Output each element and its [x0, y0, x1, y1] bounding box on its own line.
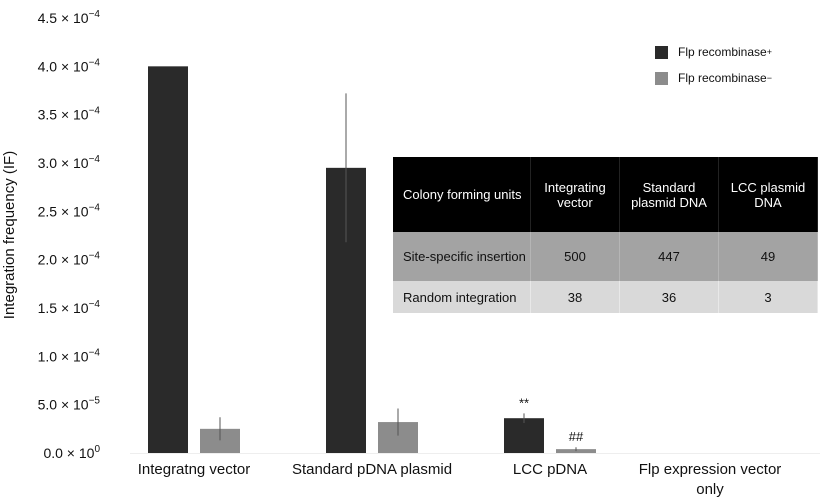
table-row: Site-specific insertion 500 447 49: [393, 232, 818, 281]
y-tick-label: 1.5 × 10−4: [38, 299, 101, 316]
y-axis-label: Integration frequency (IF): [1, 151, 18, 319]
legend-label: Flp recombinase: [678, 71, 767, 85]
table-cell: 447: [619, 232, 719, 281]
table-cell: 36: [619, 281, 719, 313]
legend-item-flp-minus: Flp recombinase −: [655, 71, 772, 85]
significance-label: **: [519, 395, 529, 410]
table-header: Standard plasmid DNA: [619, 157, 719, 232]
y-tick-label: 5.0 × 10−5: [38, 396, 101, 413]
y-tick-label: 1.0 × 10−4: [38, 347, 101, 364]
x-category-label: Flp expression vector: [639, 461, 782, 478]
y-tick-label: 2.0 × 10−4: [38, 251, 101, 268]
y-tick-label: 3.0 × 10−4: [38, 154, 101, 171]
table-header: Colony forming units: [393, 157, 531, 232]
table-header-row: Colony forming units Integrating vector …: [393, 157, 818, 232]
legend-sup: +: [766, 47, 772, 57]
bar-plus: [148, 66, 188, 453]
bar-plus: [504, 418, 544, 453]
x-category-label: LCC pDNA: [513, 461, 587, 478]
legend-swatch: [655, 45, 668, 59]
y-tick-label: 0.0 × 100: [43, 444, 100, 461]
y-tick-label: 4.0 × 10−4: [38, 57, 101, 74]
y-tick-label: 3.5 × 10−4: [38, 106, 101, 123]
table-cell: 38: [530, 281, 620, 313]
cfu-table: Colony forming units Integrating vector …: [393, 157, 818, 313]
table-cell: 3: [718, 281, 818, 313]
legend-item-flp-plus: Flp recombinase +: [655, 45, 772, 59]
x-category-label: Integratng vector: [138, 461, 251, 478]
table-cell: Random integration: [393, 281, 531, 313]
table-header: LCC plasmid DNA: [718, 157, 818, 232]
table-cell: Site-specific insertion: [393, 232, 531, 281]
table-header: Integrating vector: [530, 157, 620, 232]
table-cell: 49: [718, 232, 818, 281]
y-tick-label: 2.5 × 10−4: [38, 202, 101, 219]
x-category-label: only: [696, 481, 724, 498]
table-cell: 500: [530, 232, 620, 281]
table-row: Random integration 38 36 3: [393, 281, 818, 313]
x-category-label: Standard pDNA plasmid: [292, 461, 452, 478]
legend-label: Flp recombinase: [678, 45, 767, 59]
significance-label: ##: [569, 429, 584, 444]
y-tick-label: 4.5 × 10−4: [38, 9, 101, 26]
legend-swatch: [655, 71, 668, 85]
legend-sup: −: [766, 73, 772, 83]
